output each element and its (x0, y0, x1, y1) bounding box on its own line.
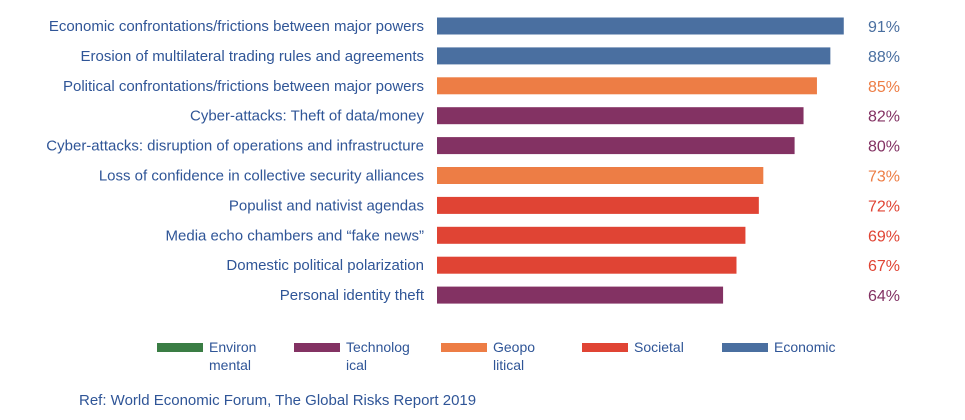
bar-economic-confrontations-frictions-between-major-powers (437, 17, 844, 35)
value-label-political-confrontations-frictions-between-major-powers: 85% (868, 79, 900, 96)
category-label-populist-and-nativist-agendas: Populist and nativist agendas (229, 197, 424, 214)
legend-item-geopolitical: Geopo litical (441, 338, 539, 374)
category-label-cyber-attacks-theft-of-data-money: Cyber-attacks: Theft of data/money (190, 108, 425, 125)
category-label-personal-identity-theft: Personal identity theft (280, 287, 425, 304)
bar-erosion-of-multilateral-trading-rules-and-agreements (437, 47, 831, 65)
value-label-economic-confrontations-frictions-between-major-powers: 91% (868, 19, 900, 36)
bar-populist-and-nativist-agendas (437, 196, 759, 214)
category-label-erosion-of-multilateral-trading-rules-and-agreements: Erosion of multilateral trading rules an… (80, 48, 424, 65)
category-label-loss-of-confidence-in-collective-security-alliances: Loss of confidence in collective securit… (99, 168, 424, 185)
legend: Environ mental Technolog ical Geopo liti… (0, 338, 965, 378)
legend-swatch-societal (582, 343, 628, 352)
legend-item-technological: Technolog ical (294, 338, 418, 374)
legend-label-technological: Technolog ical (346, 339, 410, 373)
value-label-media-echo-chambers-and-fake-news: 69% (868, 228, 900, 245)
reference-text: Ref: World Economic Forum, The Global Ri… (79, 392, 477, 409)
category-label-economic-confrontations-frictions-between-major-powers: Economic confrontations/frictions betwee… (49, 18, 424, 35)
legend-item-economic: Economic (722, 338, 835, 356)
category-label-political-confrontations-frictions-between-major-powers: Political confrontations/frictions betwe… (63, 78, 424, 95)
value-label-cyber-attacks-theft-of-data-money: 82% (868, 109, 900, 126)
legend-item-societal: Societal (582, 338, 684, 356)
legend-label-societal: Societal (634, 339, 684, 355)
legend-label-economic: Economic (774, 339, 836, 355)
bar-loss-of-confidence-in-collective-security-alliances (437, 167, 764, 184)
value-label-domestic-political-polarization: 67% (868, 258, 900, 275)
bar-political-confrontations-frictions-between-major-powers (437, 77, 817, 95)
legend-swatch-geopolitical (441, 343, 487, 352)
category-label-media-echo-chambers-and-fake-news: Media echo chambers and “fake news” (166, 227, 424, 244)
bar-cyber-attacks-theft-of-data-money (437, 107, 804, 125)
value-label-loss-of-confidence-in-collective-security-alliances: 73% (868, 169, 900, 186)
legend-swatch-technological (294, 343, 340, 352)
value-label-erosion-of-multilateral-trading-rules-and-agreements: 88% (868, 49, 900, 66)
legend-swatch-environmental (157, 343, 203, 352)
value-label-personal-identity-theft: 64% (868, 288, 900, 305)
legend-swatch-economic (722, 343, 768, 352)
legend-label-geopolitical: Geopo litical (493, 339, 536, 373)
category-label-cyber-attacks-disruption-of-operations-and-infrastructure: Cyber-attacks: disruption of operations … (46, 138, 424, 155)
value-label-cyber-attacks-disruption-of-operations-and-infrastructure: 80% (868, 139, 900, 156)
bar-domestic-political-polarization (437, 256, 737, 274)
value-label-populist-and-nativist-agendas: 72% (868, 198, 900, 215)
bar-media-echo-chambers-and-fake-news (437, 226, 746, 244)
legend-item-environmental: Environ mental (157, 338, 261, 374)
bar-cyber-attacks-disruption-of-operations-and-infrastructure (437, 137, 795, 155)
legend-label-environmental: Environ mental (209, 339, 257, 373)
category-label-domestic-political-polarization: Domestic political polarization (226, 257, 424, 274)
bar-personal-identity-theft (437, 286, 724, 304)
